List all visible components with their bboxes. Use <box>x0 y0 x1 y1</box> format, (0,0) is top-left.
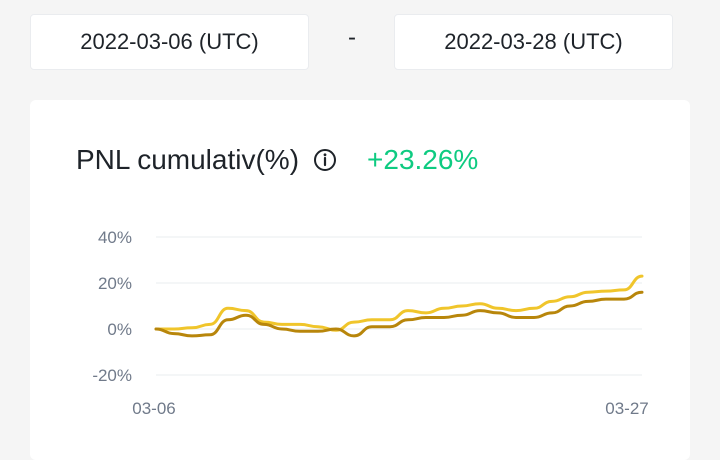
pnl-value: +23.26% <box>367 144 479 175</box>
pnl-title: PNL cumulativ(%) <box>76 144 300 175</box>
y-tick-label: -20% <box>92 366 132 385</box>
date-range-separator: - <box>348 24 356 51</box>
y-tick-label: 20% <box>98 274 132 293</box>
series-line <box>154 290 644 338</box>
info-circle-icon[interactable] <box>313 148 337 172</box>
pnl-header: PNL cumulativ(%) +23.26% <box>76 144 478 176</box>
x-tick-label: 03-27 <box>605 399 648 418</box>
x-tick-label: 03-06 <box>132 399 175 418</box>
y-tick-label: 40% <box>98 228 132 247</box>
start-date-field[interactable]: 2022-03-06 (UTC) <box>30 14 309 70</box>
start-date-text: 2022-03-06 (UTC) <box>80 29 259 54</box>
pnl-card: PNL cumulativ(%) +23.26% 40% 20% 0% -20% 03-… <box>30 100 690 460</box>
pnl-line-chart: 40% 20% 0% -20%03-06 03-27 <box>92 228 648 418</box>
end-date-field[interactable]: 2022-03-28 (UTC) <box>394 14 673 70</box>
end-date-text: 2022-03-28 (UTC) <box>444 29 623 54</box>
series-line <box>154 274 644 332</box>
y-tick-label: 0% <box>107 320 132 339</box>
